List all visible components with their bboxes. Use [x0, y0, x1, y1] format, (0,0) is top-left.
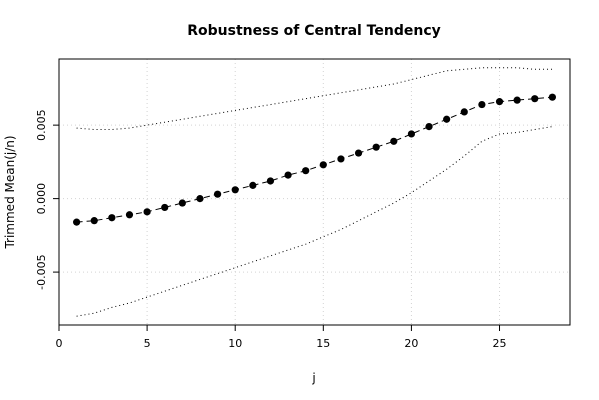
trimmed-mean-point [478, 100, 486, 109]
trimmed-mean-point [548, 93, 556, 101]
trimmed-mean-point [407, 130, 416, 138]
trimmed-mean-point [302, 167, 310, 175]
x-tick-label: 5 [144, 337, 151, 350]
trimmed-mean-point [143, 208, 151, 216]
trimmed-mean-point [390, 137, 398, 145]
x-axis-label: j [311, 371, 315, 385]
y-axis-label: Trimmed Mean(j/n) [3, 135, 17, 249]
x-tick-label: 0 [56, 337, 63, 350]
trimmed-mean-line [76, 96, 553, 223]
trimmed-mean-point [337, 155, 345, 163]
axes: 0 5 10 15 20 25 -0.005 0.000 0.005 [35, 109, 507, 350]
trimmed-mean-point [90, 217, 98, 225]
y-tick-label: 0.000 [35, 183, 48, 215]
x-tick-label: 25 [493, 337, 507, 350]
trimmed-mean-point [161, 203, 169, 212]
trimmed-mean-point [178, 199, 186, 207]
trimmed-mean-point [284, 171, 292, 179]
trimmed-mean-point [108, 214, 116, 222]
trimmed-mean-point [73, 218, 81, 226]
trimmed-mean-point [460, 108, 468, 116]
lower-bound-line [76, 126, 553, 317]
y-tick-label: 0.005 [35, 109, 48, 141]
trimmed-mean-point [443, 115, 451, 123]
trimmed-mean-point [266, 177, 275, 185]
series-group [73, 67, 556, 317]
trimmed-mean-point [531, 95, 539, 103]
trimmed-mean-point [125, 211, 134, 219]
y-tick-label: -0.005 [35, 254, 48, 289]
x-tick-label: 20 [404, 337, 418, 350]
trimmed-mean-point [196, 195, 204, 203]
x-tick-label: 10 [228, 337, 242, 350]
grid [58, 59, 570, 325]
trimmed-mean-point [372, 143, 380, 151]
trimmed-mean-point [495, 98, 504, 106]
trimmed-mean-point [425, 123, 433, 131]
trimmed-mean-point [319, 161, 327, 169]
chart-title: Robustness of Central Tendency [187, 23, 441, 39]
trimmed-mean-point [231, 186, 239, 194]
x-tick-label: 15 [316, 337, 330, 350]
trimmed-mean-point [354, 149, 363, 157]
trimmed-mean-point [249, 181, 257, 189]
trimmed-mean-point [213, 190, 222, 198]
upper-bound-line [76, 67, 553, 130]
plot-frame [58, 58, 571, 326]
trimmed-mean-point [513, 96, 521, 104]
